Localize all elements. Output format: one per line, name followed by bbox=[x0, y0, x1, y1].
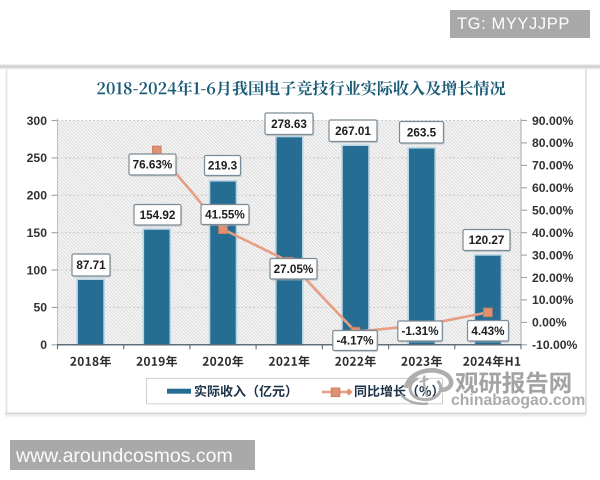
svg-text:-1.31%: -1.31% bbox=[401, 325, 439, 338]
svg-text:120.27: 120.27 bbox=[469, 234, 505, 247]
svg-text:300: 300 bbox=[27, 114, 48, 128]
svg-text:70.00%: 70.00% bbox=[532, 159, 573, 173]
svg-text:80.00%: 80.00% bbox=[532, 136, 573, 150]
svg-text:50.00%: 50.00% bbox=[532, 204, 573, 218]
svg-text:www.aroundcosmos.com: www.aroundcosmos.com bbox=[15, 445, 233, 467]
svg-text:90.00%: 90.00% bbox=[532, 114, 573, 128]
svg-text:10.00%: 10.00% bbox=[532, 293, 573, 307]
svg-text:100: 100 bbox=[27, 263, 48, 277]
svg-text:87.71: 87.71 bbox=[76, 259, 106, 272]
svg-text:-10.00%: -10.00% bbox=[532, 338, 578, 352]
svg-text:chinabaogao.com: chinabaogao.com bbox=[451, 392, 585, 409]
svg-text:4.43%: 4.43% bbox=[471, 325, 505, 338]
svg-text:27.05%: 27.05% bbox=[274, 263, 314, 276]
svg-text:150: 150 bbox=[27, 226, 48, 240]
svg-text:219.3: 219.3 bbox=[208, 160, 238, 173]
svg-text:0: 0 bbox=[40, 338, 47, 352]
svg-text:50: 50 bbox=[33, 301, 47, 315]
svg-text:267.01: 267.01 bbox=[335, 125, 371, 138]
svg-text:60.00%: 60.00% bbox=[532, 181, 573, 195]
svg-text:278.63: 278.63 bbox=[271, 118, 307, 131]
svg-text:TG: MYYJJPP: TG: MYYJJPP bbox=[457, 15, 570, 33]
svg-text:154.92: 154.92 bbox=[140, 209, 176, 222]
svg-text:76.63%: 76.63% bbox=[133, 159, 173, 172]
svg-text:30.00%: 30.00% bbox=[532, 248, 573, 262]
svg-text:0.00%: 0.00% bbox=[532, 316, 567, 330]
svg-text:250: 250 bbox=[27, 151, 48, 165]
svg-text:263.5: 263.5 bbox=[407, 126, 437, 139]
svg-text:20.00%: 20.00% bbox=[532, 271, 573, 285]
svg-text:200: 200 bbox=[27, 189, 48, 203]
svg-text:40.00%: 40.00% bbox=[532, 226, 573, 240]
svg-text:-4.17%: -4.17% bbox=[336, 335, 374, 348]
svg-text:41.55%: 41.55% bbox=[205, 209, 245, 222]
